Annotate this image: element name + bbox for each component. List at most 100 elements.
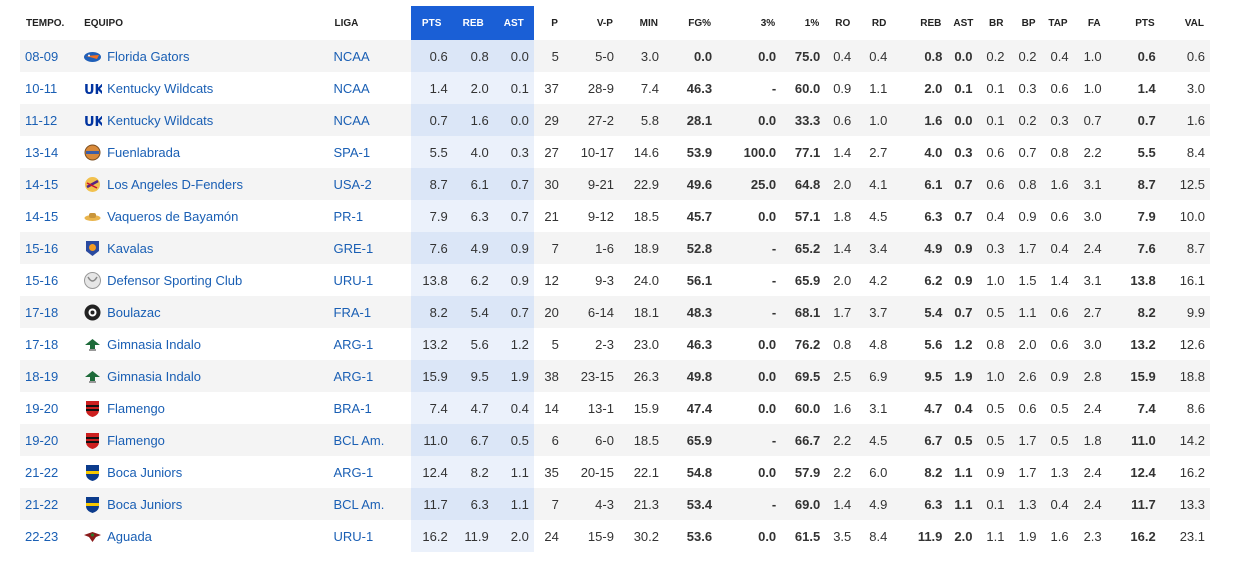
team-cell[interactable]: Los Angeles D-Fenders: [78, 168, 329, 200]
league-link[interactable]: ARG-1: [328, 360, 411, 392]
team-link[interactable]: UK Kentucky Wildcats: [83, 111, 323, 130]
league-link[interactable]: BCL Am.: [328, 488, 411, 520]
team-cell[interactable]: Kavalas: [78, 232, 329, 264]
team-name[interactable]: Boulazac: [107, 304, 161, 320]
col-header-season[interactable]: TEMPO.: [26, 17, 65, 29]
team-cell[interactable]: Boulazac: [78, 296, 329, 328]
col-header-team[interactable]: EQUIPO: [84, 17, 123, 29]
season-link[interactable]: 11-12: [20, 104, 79, 136]
team-link[interactable]: Kavalas: [83, 239, 323, 258]
col-header-ast-highlight[interactable]: AST: [493, 6, 534, 40]
team-link[interactable]: Defensor Sporting Club: [83, 271, 323, 290]
season-link[interactable]: 18-19: [20, 360, 79, 392]
team-cell[interactable]: Flamengo: [78, 392, 329, 424]
col-header-league[interactable]: LIGA: [334, 17, 359, 29]
team-name[interactable]: Boca Juniors: [107, 464, 183, 480]
col-header-fouls[interactable]: FA: [1087, 17, 1101, 29]
col-header-off-reb[interactable]: RO: [835, 17, 851, 29]
team-cell[interactable]: Florida Gators: [78, 40, 329, 72]
col-header-def-reb[interactable]: RD: [871, 17, 887, 29]
league-link[interactable]: USA-2: [328, 168, 411, 200]
team-cell[interactable]: UK Kentucky Wildcats: [78, 104, 329, 136]
team-link[interactable]: Vaqueros de Bayamón: [83, 207, 323, 226]
league-link[interactable]: URU-1: [328, 520, 411, 552]
col-header-win-loss[interactable]: V-P: [596, 17, 613, 29]
league-link[interactable]: SPA-1: [328, 136, 411, 168]
team-link[interactable]: Los Angeles D-Fenders: [83, 175, 323, 194]
season-link[interactable]: 15-16: [20, 232, 79, 264]
col-header-three-pct[interactable]: 3%: [760, 17, 776, 29]
league-link[interactable]: FRA-1: [328, 296, 411, 328]
team-cell[interactable]: Gimnasia Indalo: [78, 360, 329, 392]
col-header-val[interactable]: VAL: [1184, 17, 1204, 29]
team-cell[interactable]: Defensor Sporting Club: [78, 264, 329, 296]
league-link[interactable]: BCL Am.: [328, 424, 411, 456]
team-cell[interactable]: Fuenlabrada: [78, 136, 329, 168]
col-header-ast[interactable]: AST: [953, 17, 974, 29]
team-name[interactable]: Flamengo: [107, 432, 165, 448]
col-header-minutes[interactable]: MIN: [639, 17, 658, 29]
team-cell[interactable]: Aguada: [78, 520, 329, 552]
col-header-games[interactable]: P: [551, 17, 558, 29]
col-header-reb[interactable]: REB: [920, 17, 942, 29]
col-header-ft-pct[interactable]: 1%: [804, 17, 820, 29]
league-link[interactable]: GRE-1: [328, 232, 411, 264]
team-cell[interactable]: Flamengo: [78, 424, 329, 456]
league-link[interactable]: NCAA: [328, 40, 411, 72]
team-name[interactable]: Los Angeles D-Fenders: [107, 176, 243, 192]
team-cell[interactable]: Vaqueros de Bayamón: [78, 200, 329, 232]
season-link[interactable]: 08-09: [20, 40, 79, 72]
league-link[interactable]: NCAA: [328, 104, 411, 136]
team-cell[interactable]: Boca Juniors: [78, 456, 329, 488]
team-link[interactable]: Gimnasia Indalo: [83, 367, 323, 386]
team-link[interactable]: Boca Juniors: [83, 495, 323, 514]
team-name[interactable]: Kentucky Wildcats: [107, 80, 214, 96]
season-link[interactable]: 13-14: [20, 136, 79, 168]
season-link[interactable]: 21-22: [20, 456, 79, 488]
col-header-fg-pct[interactable]: FG%: [688, 17, 712, 29]
team-link[interactable]: Boca Juniors: [83, 463, 323, 482]
season-link[interactable]: 22-23: [20, 520, 79, 552]
team-link[interactable]: Aguada: [83, 527, 323, 546]
season-link[interactable]: 21-22: [20, 488, 79, 520]
team-link[interactable]: Boulazac: [83, 303, 323, 322]
league-link[interactable]: ARG-1: [328, 456, 411, 488]
team-link[interactable]: Florida Gators: [83, 47, 323, 66]
col-header-blocks[interactable]: TAP: [1048, 17, 1068, 29]
team-cell[interactable]: UK Kentucky Wildcats: [78, 72, 329, 104]
team-cell[interactable]: Boca Juniors: [78, 488, 329, 520]
team-link[interactable]: Flamengo: [83, 399, 323, 418]
team-name[interactable]: Gimnasia Indalo: [107, 336, 202, 352]
season-link[interactable]: 14-15: [20, 168, 79, 200]
season-link[interactable]: 14-15: [20, 200, 79, 232]
league-link[interactable]: ARG-1: [328, 328, 411, 360]
team-link[interactable]: UK Kentucky Wildcats: [83, 79, 323, 98]
team-name[interactable]: Flamengo: [107, 400, 165, 416]
team-name[interactable]: Aguada: [107, 528, 152, 544]
col-header-reb-highlight[interactable]: REB: [452, 6, 494, 40]
season-link[interactable]: 19-20: [20, 424, 79, 456]
team-link[interactable]: Fuenlabrada: [83, 143, 323, 162]
season-link[interactable]: 15-16: [20, 264, 79, 296]
team-cell[interactable]: Gimnasia Indalo: [78, 328, 329, 360]
team-name[interactable]: Kentucky Wildcats: [107, 112, 214, 128]
season-link[interactable]: 17-18: [20, 296, 79, 328]
team-name[interactable]: Vaqueros de Bayamón: [107, 208, 239, 224]
league-link[interactable]: NCAA: [328, 72, 411, 104]
league-link[interactable]: BRA-1: [328, 392, 411, 424]
season-link[interactable]: 19-20: [20, 392, 79, 424]
team-name[interactable]: Fuenlabrada: [107, 144, 181, 160]
col-header-pts-highlight[interactable]: PTS: [410, 6, 453, 40]
team-name[interactable]: Kavalas: [107, 240, 154, 256]
season-link[interactable]: 10-11: [20, 72, 79, 104]
league-link[interactable]: PR-1: [328, 200, 411, 232]
col-header-pts[interactable]: PTS: [1135, 17, 1155, 29]
team-link[interactable]: Flamengo: [83, 431, 323, 450]
team-name[interactable]: Boca Juniors: [107, 496, 183, 512]
team-name[interactable]: Defensor Sporting Club: [107, 272, 243, 288]
league-link[interactable]: URU-1: [328, 264, 411, 296]
team-link[interactable]: Gimnasia Indalo: [83, 335, 323, 354]
col-header-turnovers[interactable]: BP: [1021, 17, 1036, 29]
season-link[interactable]: 17-18: [20, 328, 79, 360]
team-name[interactable]: Florida Gators: [107, 48, 190, 64]
